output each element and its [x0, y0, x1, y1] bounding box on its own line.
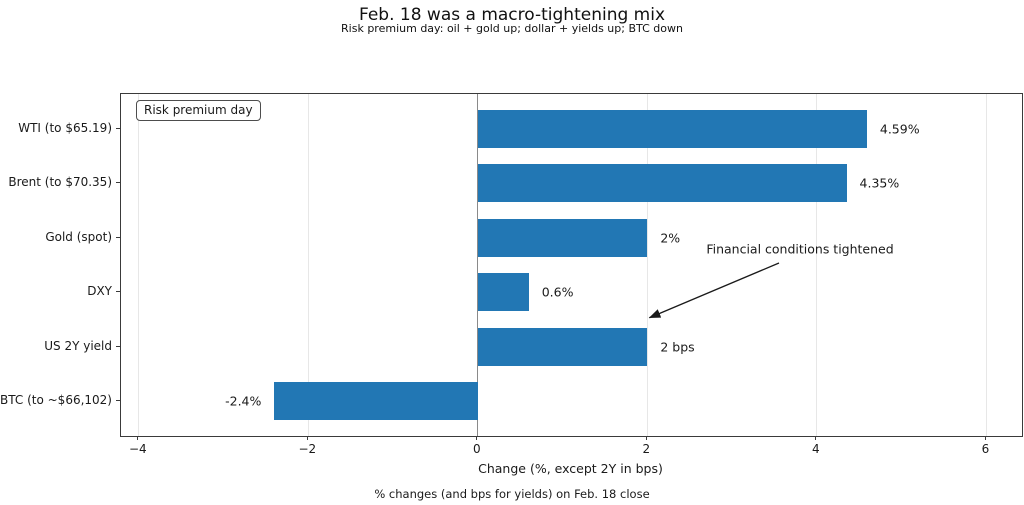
- bar-brent-to-70-35-: [477, 164, 847, 203]
- gridline: [307, 94, 309, 436]
- x-axis-label: Change (%, except 2Y in bps): [478, 461, 663, 476]
- bar-dxy: [477, 273, 529, 312]
- xtick-mark: [984, 436, 986, 440]
- legend-label: Risk premium day: [144, 103, 253, 117]
- annotation-text: Financial conditions tightened: [706, 241, 894, 257]
- ytick-mark: [116, 127, 120, 129]
- xtick-mark: [476, 436, 478, 440]
- xtick-label: −2: [298, 442, 317, 456]
- xtick-mark: [815, 436, 817, 440]
- xtick-label: 4: [812, 442, 820, 456]
- gridline: [985, 94, 987, 436]
- xtick-label: 2: [642, 442, 651, 456]
- bar-value-label: 4.59%: [879, 121, 920, 137]
- ytick-label: DXY: [87, 284, 112, 299]
- bar-value-label: 2 bps: [660, 339, 695, 355]
- gridline: [646, 94, 648, 436]
- gridline: [816, 94, 818, 436]
- ytick-label: Gold (spot): [45, 229, 112, 244]
- zero-line: [477, 94, 479, 436]
- bar-value-label: -2.4%: [225, 393, 262, 409]
- ytick-mark: [116, 291, 120, 293]
- ytick-mark: [116, 345, 120, 347]
- ytick-label: Brent (to $70.35): [8, 175, 112, 190]
- ytick-mark: [116, 236, 120, 238]
- gridlines-layer: [121, 94, 1022, 436]
- bar-us-2y-yield: [477, 327, 648, 366]
- bars-layer: 4.59% 4.35% 2% 0.6% 2 bps -2.4%: [121, 94, 1022, 436]
- xtick-label: −4: [128, 442, 147, 456]
- ytick-mark: [116, 182, 120, 184]
- xtick-label: 0: [473, 442, 481, 456]
- ytick-label: US 2Y yield: [44, 338, 112, 353]
- chart-subtitle: Risk premium day: oil + gold up; dollar …: [341, 22, 683, 35]
- xtick-label: 6: [981, 442, 990, 456]
- bar-value-label: 2%: [660, 230, 681, 246]
- footer-caption: % changes (and bps for yields) on Feb. 1…: [374, 487, 650, 501]
- ytick-mark: [116, 400, 120, 402]
- gridline: [138, 94, 140, 436]
- xtick-mark: [137, 436, 139, 440]
- xtick-mark: [306, 436, 308, 440]
- xtick-mark: [645, 436, 647, 440]
- bar-btc-to-66-102-: [274, 382, 478, 421]
- ytick-label: BTC (to ~$66,102): [0, 393, 112, 408]
- bar-value-label: 0.6%: [541, 284, 574, 300]
- legend-box: Risk premium day: [136, 100, 261, 121]
- plot-area: 4.59% 4.35% 2% 0.6% 2 bps -2.4% Risk premium …: [120, 93, 1023, 437]
- bar-gold-spot-: [477, 218, 648, 257]
- ytick-label: WTI (to $65.19): [18, 120, 112, 135]
- bar-wti-to-65-19-: [477, 109, 867, 148]
- chart-title: Feb. 18 was a macro-tightening mix: [358, 5, 666, 25]
- bar-value-label: 4.35%: [859, 175, 900, 191]
